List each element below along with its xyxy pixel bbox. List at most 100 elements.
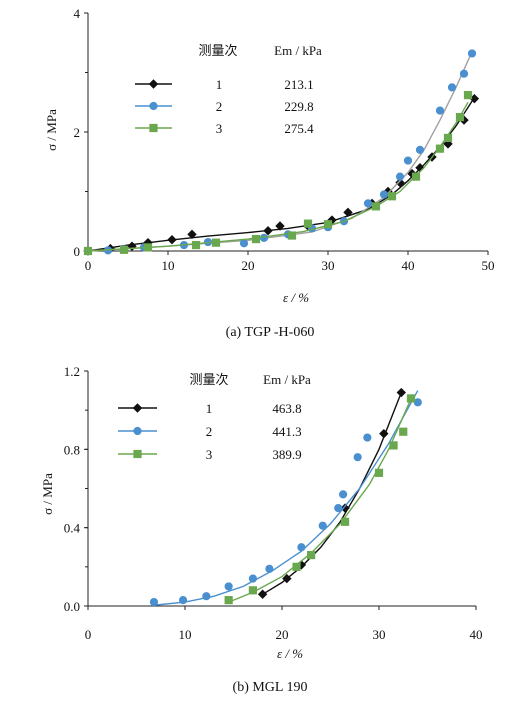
series-1 [257,387,407,599]
data-point-series-2 [435,106,445,115]
legend-em-3: 389.9 [272,447,301,462]
data-point-series-2 [202,592,211,601]
legend-run-1: 1 [216,77,223,92]
y-tick-label: 1.2 [64,364,80,379]
legend-em-2: 229.8 [284,99,313,114]
data-point-series-3 [224,596,233,605]
legend-header-em: Em / kPa [274,43,322,58]
legend-header-run: 测量次 [198,43,237,58]
data-point-series-1 [379,428,389,439]
data-point-series-2 [403,156,413,165]
data-point-series-3 [292,562,301,571]
data-point-series-2 [224,582,233,591]
legend-header-run: 测量次 [189,372,228,387]
data-point-series-1 [343,207,353,218]
legend-marker-2 [133,426,142,436]
y-tick-label: 0.0 [64,599,80,614]
fit-curve-series-2 [155,390,419,606]
fit-curve-series-2 [87,51,473,252]
data-point-series-3 [287,231,297,240]
data-point-series-3 [323,220,333,229]
y-tick-label: 0.4 [64,521,81,536]
legend-run-2: 2 [216,99,223,114]
x-tick-label: 30 [373,627,386,642]
data-point-series-3 [191,240,201,250]
y-axis-label: σ / MPa [40,473,55,515]
data-point-series-3 [435,144,445,153]
x-axis-label: ε / % [277,646,303,661]
x-tick-label: 30 [322,258,335,273]
x-tick-label: 40 [470,627,483,642]
data-point-series-1 [396,387,407,398]
data-point-series-3 [374,468,384,477]
data-point-series-2 [363,433,372,442]
data-point-series-2 [395,172,405,181]
legend-marker-3 [133,449,142,459]
caption-a: (a) TGP -H-060 [226,325,315,340]
data-point-series-2 [363,199,373,208]
data-point-series-3 [83,246,93,256]
series-2 [149,390,422,607]
chart-panel-b: 0 10 20 30 40 0.0 0.4 0.8 1.2 ε / % σ / MPa 测量次 Em /… [40,364,483,661]
legend: 测量次 Em / kPa 1 463.8 2 441.3 3 389.9 [118,372,311,462]
x-tick-label: 40 [402,258,415,273]
data-point-series-2 [379,190,389,199]
data-point-series-2 [248,574,257,583]
legend-em-1: 213.1 [284,77,313,92]
data-point-series-1 [340,503,350,513]
series-3 [224,394,416,605]
data-point-series-2 [265,564,274,573]
data-point-series-3 [248,586,258,595]
data-point-series-3 [399,427,408,436]
legend-em-2: 441.3 [272,424,301,439]
chart-panel-a: 0 10 20 30 40 50 0 2 4 ε / % σ / MPa 测量次 Em / kPa 1 21… [44,6,495,305]
y-axis-label: σ / MPa [44,109,59,151]
legend-marker-2 [149,101,158,111]
legend: 测量次 Em / kPa 1 213.1 2 229.8 3 275.4 [135,43,322,136]
data-point-series-1 [395,177,405,188]
legend-em-1: 463.8 [272,401,301,416]
x-tick-label: 0 [85,258,92,273]
fit-curve-series-3 [228,394,414,603]
legend-marker-1 [132,403,143,413]
data-point-series-1 [257,589,268,599]
data-point-series-2 [467,49,477,58]
data-point-series-2 [353,453,362,462]
data-point-series-2 [149,597,159,607]
data-point-series-2 [447,83,457,92]
legend-marker-3 [149,123,158,133]
y-tick-label: 0 [74,244,81,259]
x-tick-label: 20 [276,627,289,642]
legend-run-2: 2 [206,424,213,439]
data-point-series-2 [334,503,343,513]
data-point-series-1 [415,162,425,173]
x-tick-label: 50 [482,258,495,273]
data-point-series-3 [143,243,153,252]
legend-run-1: 1 [206,401,213,416]
caption-b: (b) MGL 190 [233,680,308,695]
y-tick-label: 2 [74,125,81,140]
x-axis-label: ε / % [283,290,309,305]
data-point-series-3 [443,133,453,143]
legend-marker-1 [148,79,159,89]
data-point-series-2 [318,521,327,530]
legend-run-3: 3 [216,121,223,136]
x-tick-label: 10 [162,258,175,273]
data-point-series-2 [297,543,306,552]
data-point-series-2 [178,596,188,605]
data-point-series-3 [119,245,129,254]
data-point-series-3 [389,441,398,450]
data-point-series-2 [413,398,422,407]
data-point-series-3 [463,91,473,100]
data-point-series-2 [339,490,348,499]
data-point-series-3 [455,113,465,122]
data-point-series-2 [415,145,425,154]
data-point-series-3 [303,219,313,228]
series-3 [83,91,473,256]
data-point-series-1 [167,234,177,245]
y-tick-label: 0.8 [64,442,80,457]
x-tick-label: 0 [85,627,92,642]
x-tick-label: 10 [179,627,192,642]
data-point-series-3 [406,394,416,403]
